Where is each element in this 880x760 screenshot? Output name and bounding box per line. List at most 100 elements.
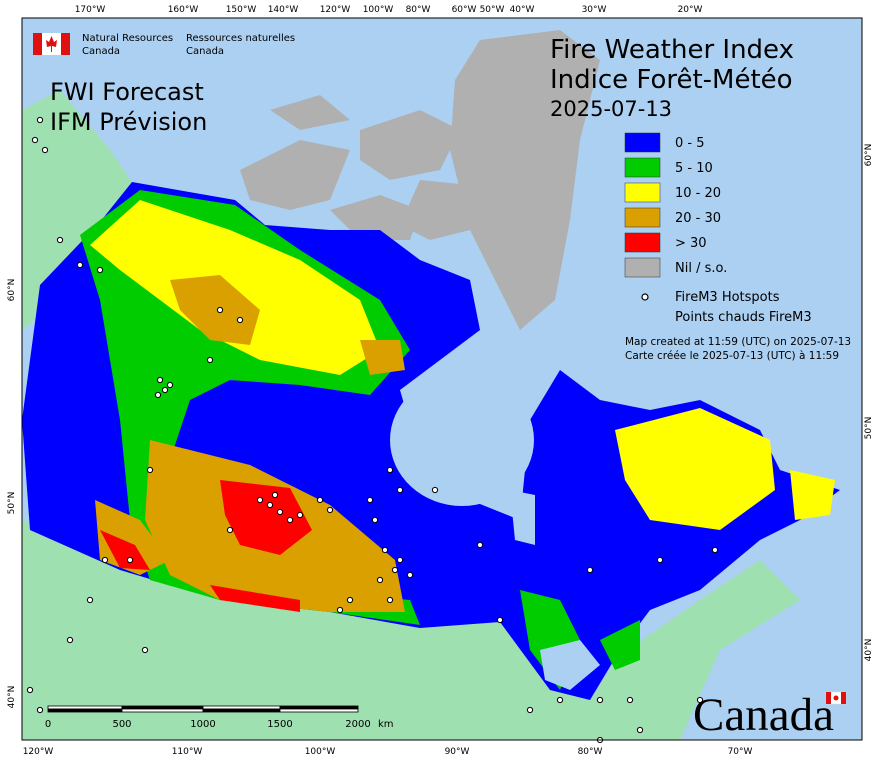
top-tick-label: 50°W <box>480 5 505 15</box>
scale-label: 2000 <box>345 719 370 730</box>
title: Fire Weather Index <box>550 35 794 65</box>
fwi-10-20 <box>90 200 380 375</box>
hotspot <box>656 556 664 564</box>
legend-label: 0 - 5 <box>675 136 705 151</box>
graticule-labels: 170°W 160°W 150°W 140°W 120°W 100°W 80°W 60°W 50… <box>7 5 874 757</box>
hotspot <box>126 556 134 564</box>
hotspot <box>586 566 594 574</box>
scale-segment <box>121 708 204 713</box>
left-tick-label: 50°N <box>7 492 17 515</box>
hotspot <box>26 686 34 694</box>
legend-swatch <box>624 132 661 153</box>
hotspot <box>376 576 384 584</box>
hotspot <box>86 596 94 604</box>
wordmark: Canada <box>693 689 834 741</box>
bottom-tick-label: 110°W <box>172 747 203 757</box>
wordmark-flag-bar <box>841 692 846 704</box>
bottom-tick-label: 80°W <box>578 747 603 757</box>
hotspot <box>396 486 404 494</box>
hotspot <box>36 706 44 714</box>
hotspot <box>236 316 244 324</box>
flag-leaf <box>46 36 57 52</box>
agency-en: Natural Resources <box>82 33 173 44</box>
hotspot <box>366 496 374 504</box>
fwi-10-20-east <box>615 408 835 530</box>
scale-segment <box>47 708 123 713</box>
map-border <box>21 17 863 741</box>
flag-bar <box>33 33 42 55</box>
hotspot <box>431 486 439 494</box>
top-tick-label: 100°W <box>363 5 394 15</box>
hotspot <box>636 726 644 734</box>
note: Carte créée le 2025-07-13 (UTC) à 11:59 <box>625 350 839 362</box>
top-tick-label: 60°W <box>452 5 477 15</box>
hotspot <box>271 491 279 499</box>
legend-label: FireM3 Hotspots <box>675 290 780 305</box>
hotspot <box>56 236 64 244</box>
hotspot <box>36 116 44 124</box>
legend-swatch <box>624 232 661 253</box>
top-tick-label: 150°W <box>226 5 257 15</box>
hotspot <box>96 266 104 274</box>
hotspot <box>216 306 224 314</box>
scale-label: 500 <box>112 719 131 730</box>
legend-label: Nil / s.o. <box>675 261 727 276</box>
legend-label: > 30 <box>675 236 707 251</box>
bottom-tick-label: 100°W <box>305 747 336 757</box>
arctic-islands <box>240 95 470 240</box>
hotspot <box>266 501 274 509</box>
hotspot <box>154 391 162 399</box>
left-tick-label: 60°N <box>7 279 17 302</box>
hotspot <box>476 541 484 549</box>
james-bay <box>510 490 535 545</box>
great-lakes <box>540 640 600 690</box>
hotspot <box>526 706 534 714</box>
hotspot <box>276 508 284 516</box>
hotspot <box>406 571 414 579</box>
legend-swatch <box>624 182 661 203</box>
right-tick-label: 60°N <box>864 144 874 167</box>
hotspot <box>336 606 344 614</box>
scale-segment <box>121 705 204 710</box>
scale-segment <box>279 708 359 713</box>
hotspot <box>316 496 324 504</box>
subtitle: IFM Prévision <box>50 108 207 136</box>
hotspot <box>206 356 214 364</box>
fwi-over-30 <box>100 480 312 612</box>
agency-fr: Canada <box>186 46 224 57</box>
hotspot <box>496 616 504 624</box>
hotspot-symbol <box>641 293 649 301</box>
bottom-tick-label: 70°W <box>728 747 753 757</box>
wordmark-flag-leaf <box>833 695 839 701</box>
flag-bar <box>61 33 70 55</box>
hotspot <box>326 506 334 514</box>
hotspot <box>371 516 379 524</box>
wordmark-flag-bar <box>826 692 831 704</box>
top-tick-label: 140°W <box>268 5 299 15</box>
hotspot <box>146 466 154 474</box>
bottom-tick-label: 90°W <box>445 747 470 757</box>
hudson-bay <box>390 374 534 506</box>
legend-label: 10 - 20 <box>675 186 721 201</box>
bottom-tick-label: 120°W <box>23 747 54 757</box>
legend-swatch <box>624 157 661 178</box>
legend-label: 5 - 10 <box>675 161 713 176</box>
hotspot <box>256 496 264 504</box>
hotspot <box>386 466 394 474</box>
scale-label: 1000 <box>190 719 215 730</box>
agency-fr: Ressources naturelles <box>186 33 295 44</box>
hotspot <box>696 696 704 704</box>
title-date: 2025-07-13 <box>550 97 672 121</box>
hotspot <box>141 646 149 654</box>
top-tick-label: 30°W <box>582 5 607 15</box>
hotspot <box>596 696 604 704</box>
hotspot <box>226 526 234 534</box>
scale-bar: 0 500 1000 1500 2000 km <box>45 705 394 730</box>
right-tick-label: 40°N <box>864 639 874 662</box>
legend-swatch <box>624 257 661 278</box>
top-tick-label: 160°W <box>168 5 199 15</box>
scale-segment <box>279 705 359 710</box>
top-tick-label: 170°W <box>75 5 106 15</box>
